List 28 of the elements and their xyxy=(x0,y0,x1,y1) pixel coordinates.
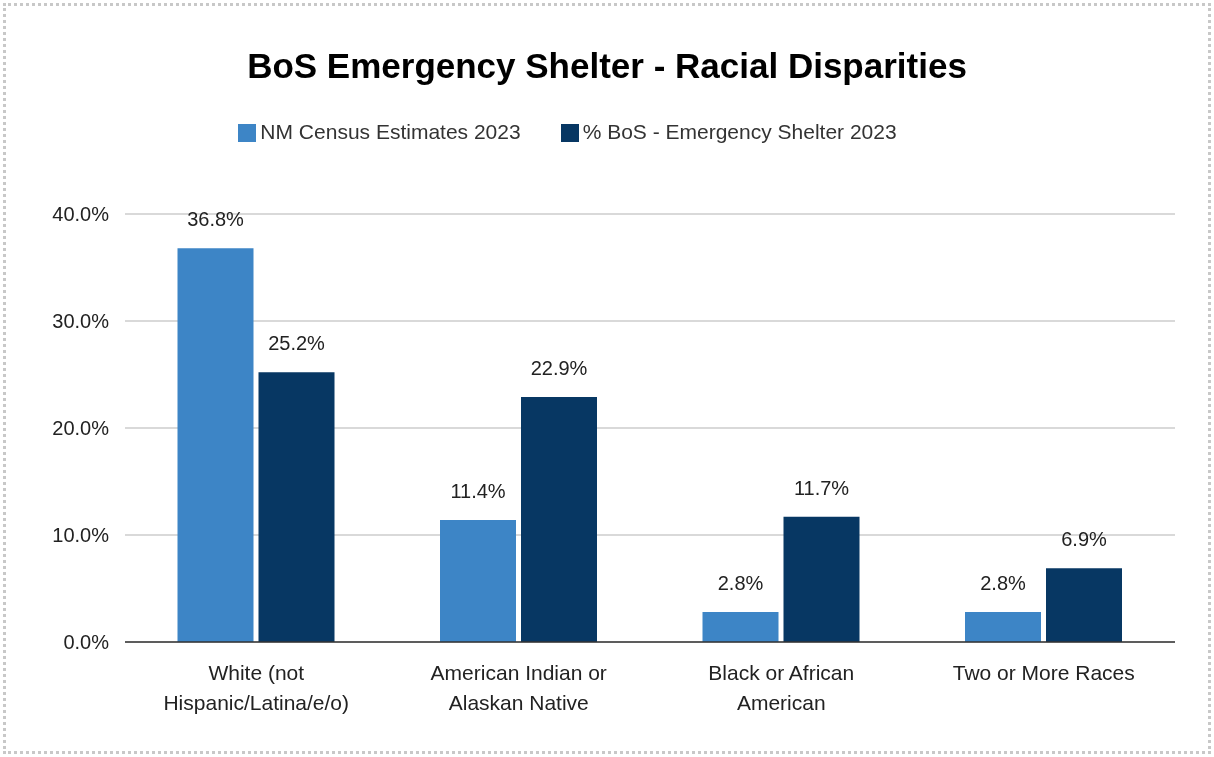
x-tick-label: American Indian or Alaskan Native xyxy=(430,661,607,714)
bar xyxy=(783,516,860,642)
y-tick-label: 0.0% xyxy=(63,631,110,654)
data-label: 2.8% xyxy=(980,572,1027,595)
data-label: 36.8% xyxy=(187,208,245,231)
x-tick-label: Black or African American xyxy=(708,661,855,714)
bar xyxy=(258,372,335,642)
data-label: 2.8% xyxy=(717,572,764,595)
data-label: 22.9% xyxy=(530,356,588,379)
x-tick-label: Two or More Races xyxy=(952,661,1135,684)
legend-label: % BoS - Emergency Shelter 2023 xyxy=(582,120,897,143)
bar xyxy=(440,520,516,642)
legend-label: NM Census Estimates 2023 xyxy=(260,120,521,143)
y-tick-label: 20.0% xyxy=(52,417,110,440)
data-label: 25.2% xyxy=(268,332,326,355)
bar xyxy=(177,248,254,642)
chart-title: BoS Emergency Shelter - Racial Disparities xyxy=(246,46,968,86)
data-label: 11.4% xyxy=(450,480,506,503)
bar xyxy=(965,612,1041,642)
data-label: 6.9% xyxy=(1061,528,1108,551)
data-label: 11.7% xyxy=(793,476,850,499)
bar xyxy=(702,612,779,642)
y-tick-label: 10.0% xyxy=(52,524,110,547)
bar xyxy=(521,396,597,642)
y-tick-label: 30.0% xyxy=(52,310,110,333)
y-tick-label: 40.0% xyxy=(52,203,110,226)
x-tick-label: White (not Hispanic/Latina/e/o) xyxy=(163,661,350,714)
bar xyxy=(1046,568,1122,642)
